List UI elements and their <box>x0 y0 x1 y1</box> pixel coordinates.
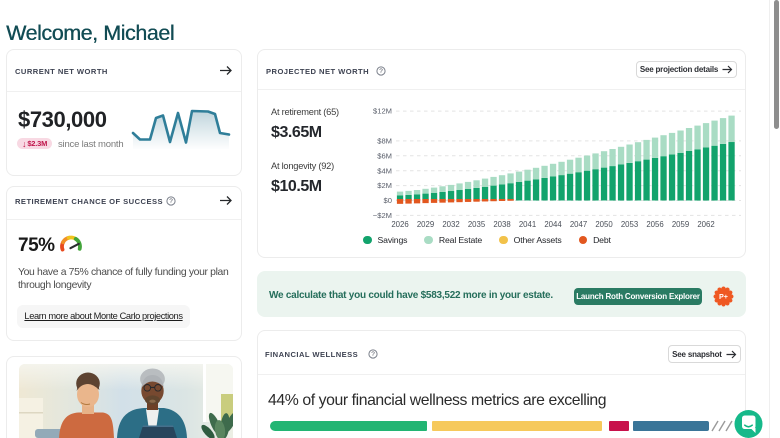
svg-text:2029: 2029 <box>417 220 434 229</box>
svg-text:?: ? <box>379 68 383 75</box>
svg-text:2056: 2056 <box>646 220 663 229</box>
svg-text:2050: 2050 <box>595 220 613 229</box>
svg-text:−$2M: −$2M <box>373 211 392 220</box>
svg-text:2041: 2041 <box>519 220 536 229</box>
svg-text:2038: 2038 <box>493 220 510 229</box>
svg-text:?: ? <box>371 351 375 358</box>
svg-text:2044: 2044 <box>544 220 562 229</box>
svg-text:2035: 2035 <box>468 220 486 229</box>
svg-text:2053: 2053 <box>621 220 638 229</box>
svg-text:$6M: $6M <box>377 151 392 160</box>
svg-text:2047: 2047 <box>570 220 587 229</box>
svg-text:$4M: $4M <box>377 166 392 175</box>
svg-text:$2M: $2M <box>377 181 392 190</box>
svg-text:2026: 2026 <box>391 220 408 229</box>
svg-text:P+: P+ <box>719 292 728 301</box>
svg-text:2059: 2059 <box>672 220 689 229</box>
svg-text:$8M: $8M <box>377 137 392 146</box>
svg-text:$0: $0 <box>384 196 392 205</box>
svg-text:$12M: $12M <box>373 107 392 116</box>
svg-text:2032: 2032 <box>442 220 459 229</box>
svg-text:?: ? <box>169 198 173 205</box>
svg-text:2062: 2062 <box>697 220 714 229</box>
